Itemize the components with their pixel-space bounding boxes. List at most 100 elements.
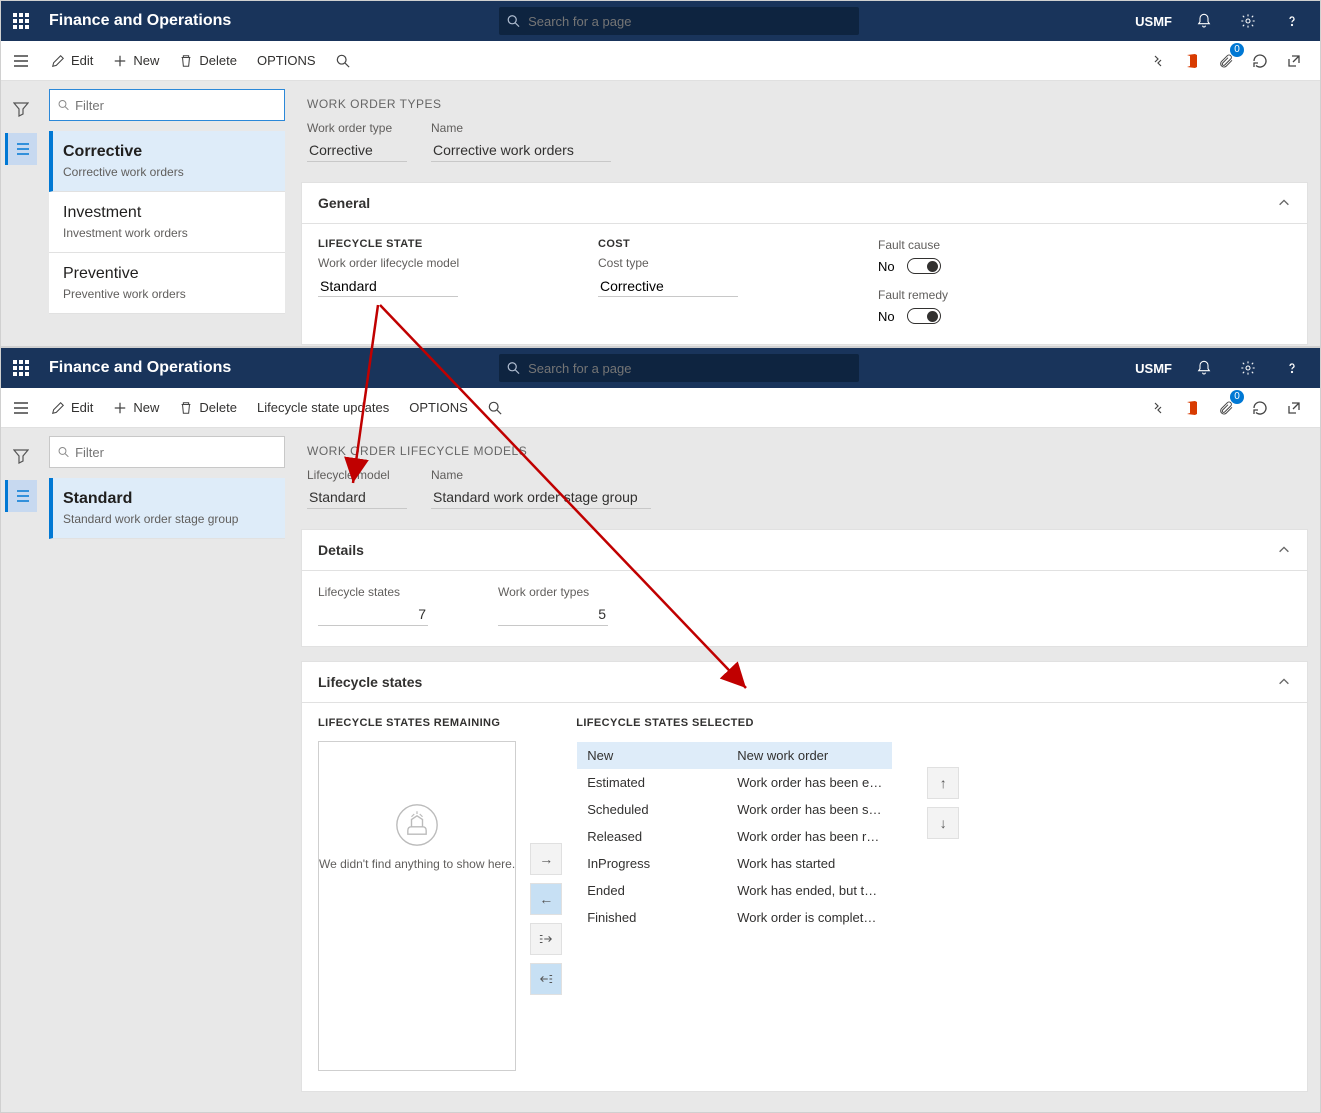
new-button[interactable]: New (103, 41, 169, 81)
options-button[interactable]: OPTIONS (399, 388, 478, 428)
field-label: Fault remedy (878, 288, 1098, 302)
fault-remedy-toggle[interactable] (907, 308, 941, 324)
state-name: Estimated (587, 775, 737, 790)
field-value[interactable]: 7 (318, 603, 428, 626)
lifecycle-model-link[interactable]: Standard (318, 276, 458, 297)
help-icon[interactable] (1272, 348, 1312, 388)
nav-item-sub: Preventive work orders (63, 287, 271, 301)
field-value[interactable]: Standard work order stage group (431, 486, 651, 509)
content-area: WORK ORDER TYPES Work order typeCorrecti… (293, 81, 1320, 347)
popout-icon[interactable] (1278, 392, 1310, 424)
general-header[interactable]: General (302, 183, 1307, 224)
lifecycle-states-header[interactable]: Lifecycle states (302, 662, 1307, 703)
link-icon[interactable] (1142, 45, 1174, 77)
state-desc: Work order has been e… (737, 775, 882, 790)
topbar: Finance and Operations USMF (1, 348, 1320, 388)
window-lifecycle-models: Finance and Operations USMF Edit New Del… (0, 347, 1321, 1113)
edit-button[interactable]: Edit (41, 388, 103, 428)
filter-box[interactable] (49, 436, 285, 468)
filter-input[interactable] (75, 445, 276, 460)
filter-pane-icon[interactable] (5, 93, 37, 125)
nav-item[interactable]: CorrectiveCorrective work orders (49, 131, 285, 192)
search-icon (507, 14, 520, 28)
global-search-input[interactable] (528, 361, 859, 376)
nav-item-sub: Standard work order stage group (63, 512, 271, 526)
find-button[interactable] (478, 388, 512, 428)
move-left-button[interactable]: ← (530, 883, 562, 915)
company-code[interactable]: USMF (1127, 14, 1180, 29)
field-value[interactable]: 5 (498, 603, 608, 626)
state-desc: Work has started (737, 856, 882, 871)
field-value[interactable]: Corrective work orders (431, 139, 611, 162)
list-pane-icon[interactable] (5, 480, 37, 512)
chevron-up-icon (1277, 196, 1291, 210)
global-search[interactable] (499, 354, 859, 382)
command-bar-right: 0 (1142, 45, 1320, 77)
field-label: Work order type (307, 121, 407, 135)
app-launcher-icon[interactable] (1, 1, 41, 41)
command-bar: Edit New Delete OPTIONS 0 (1, 41, 1320, 81)
search-icon (336, 54, 350, 68)
selected-list: NewNew work orderEstimatedWork order has… (576, 741, 893, 1061)
office-icon[interactable] (1176, 392, 1208, 424)
nav-item[interactable]: PreventivePreventive work orders (49, 253, 285, 314)
field-label: Work order types (498, 585, 618, 599)
global-search[interactable] (499, 7, 859, 35)
delete-button[interactable]: Delete (169, 41, 247, 81)
filter-box[interactable] (49, 89, 285, 121)
empty-text: We didn't find anything to show here. (319, 857, 515, 871)
left-rail (1, 81, 41, 347)
filter-input[interactable] (75, 98, 276, 113)
edit-button[interactable]: Edit (41, 41, 103, 81)
settings-icon[interactable] (1228, 348, 1268, 388)
lifecycle-state-row[interactable]: NewNew work order (577, 742, 892, 769)
global-search-input[interactable] (528, 14, 859, 29)
field-value[interactable]: Corrective (598, 276, 738, 297)
delete-button[interactable]: Delete (169, 388, 247, 428)
nav-item[interactable]: InvestmentInvestment work orders (49, 192, 285, 253)
app-launcher-icon[interactable] (1, 348, 41, 388)
link-icon[interactable] (1142, 392, 1174, 424)
move-down-button[interactable]: ↓ (927, 807, 959, 839)
notifications-icon[interactable] (1184, 1, 1224, 41)
notifications-icon[interactable] (1184, 348, 1224, 388)
lifecycle-state-row[interactable]: EstimatedWork order has been e… (577, 769, 892, 796)
field-value[interactable]: Standard (307, 486, 407, 509)
new-button[interactable]: New (103, 388, 169, 428)
top-right-actions: USMF (1127, 348, 1312, 388)
fault-cause-toggle[interactable] (907, 258, 941, 274)
refresh-icon[interactable] (1244, 45, 1276, 77)
nav-item[interactable]: StandardStandard work order stage group (49, 478, 285, 539)
attachments-icon[interactable]: 0 (1210, 392, 1242, 424)
lifecycle-state-row[interactable]: ReleasedWork order has been r… (577, 823, 892, 850)
app-title: Finance and Operations (49, 12, 231, 30)
popout-icon[interactable] (1278, 45, 1310, 77)
order-buttons: ↑ ↓ (927, 717, 959, 1071)
move-all-left-button[interactable] (530, 963, 562, 995)
lifecycle-state-row[interactable]: ScheduledWork order has been s… (577, 796, 892, 823)
company-code[interactable]: USMF (1127, 361, 1180, 376)
state-name: Scheduled (587, 802, 737, 817)
list-pane-icon[interactable] (5, 133, 37, 165)
filter-pane-icon[interactable] (5, 440, 37, 472)
field-value[interactable]: Corrective (307, 139, 407, 162)
lifecycle-updates-button[interactable]: Lifecycle state updates (247, 388, 399, 428)
office-icon[interactable] (1176, 45, 1208, 77)
lifecycle-state-row[interactable]: FinishedWork order is complet… (577, 904, 892, 931)
field-label: Work order lifecycle model (318, 256, 538, 270)
options-button[interactable]: OPTIONS (247, 41, 326, 81)
move-all-right-button[interactable] (530, 923, 562, 955)
nav-toggle-icon[interactable] (1, 400, 41, 416)
lifecycle-state-row[interactable]: EndedWork has ended, but t… (577, 877, 892, 904)
find-button[interactable] (326, 41, 360, 81)
attachments-badge: 0 (1230, 390, 1244, 404)
move-up-button[interactable]: ↑ (927, 767, 959, 799)
help-icon[interactable] (1272, 1, 1312, 41)
attachments-icon[interactable]: 0 (1210, 45, 1242, 77)
nav-toggle-icon[interactable] (1, 53, 41, 69)
refresh-icon[interactable] (1244, 392, 1276, 424)
lifecycle-state-row[interactable]: InProgressWork has started (577, 850, 892, 877)
details-header[interactable]: Details (302, 530, 1307, 571)
settings-icon[interactable] (1228, 1, 1268, 41)
move-right-button[interactable]: → (530, 843, 562, 875)
